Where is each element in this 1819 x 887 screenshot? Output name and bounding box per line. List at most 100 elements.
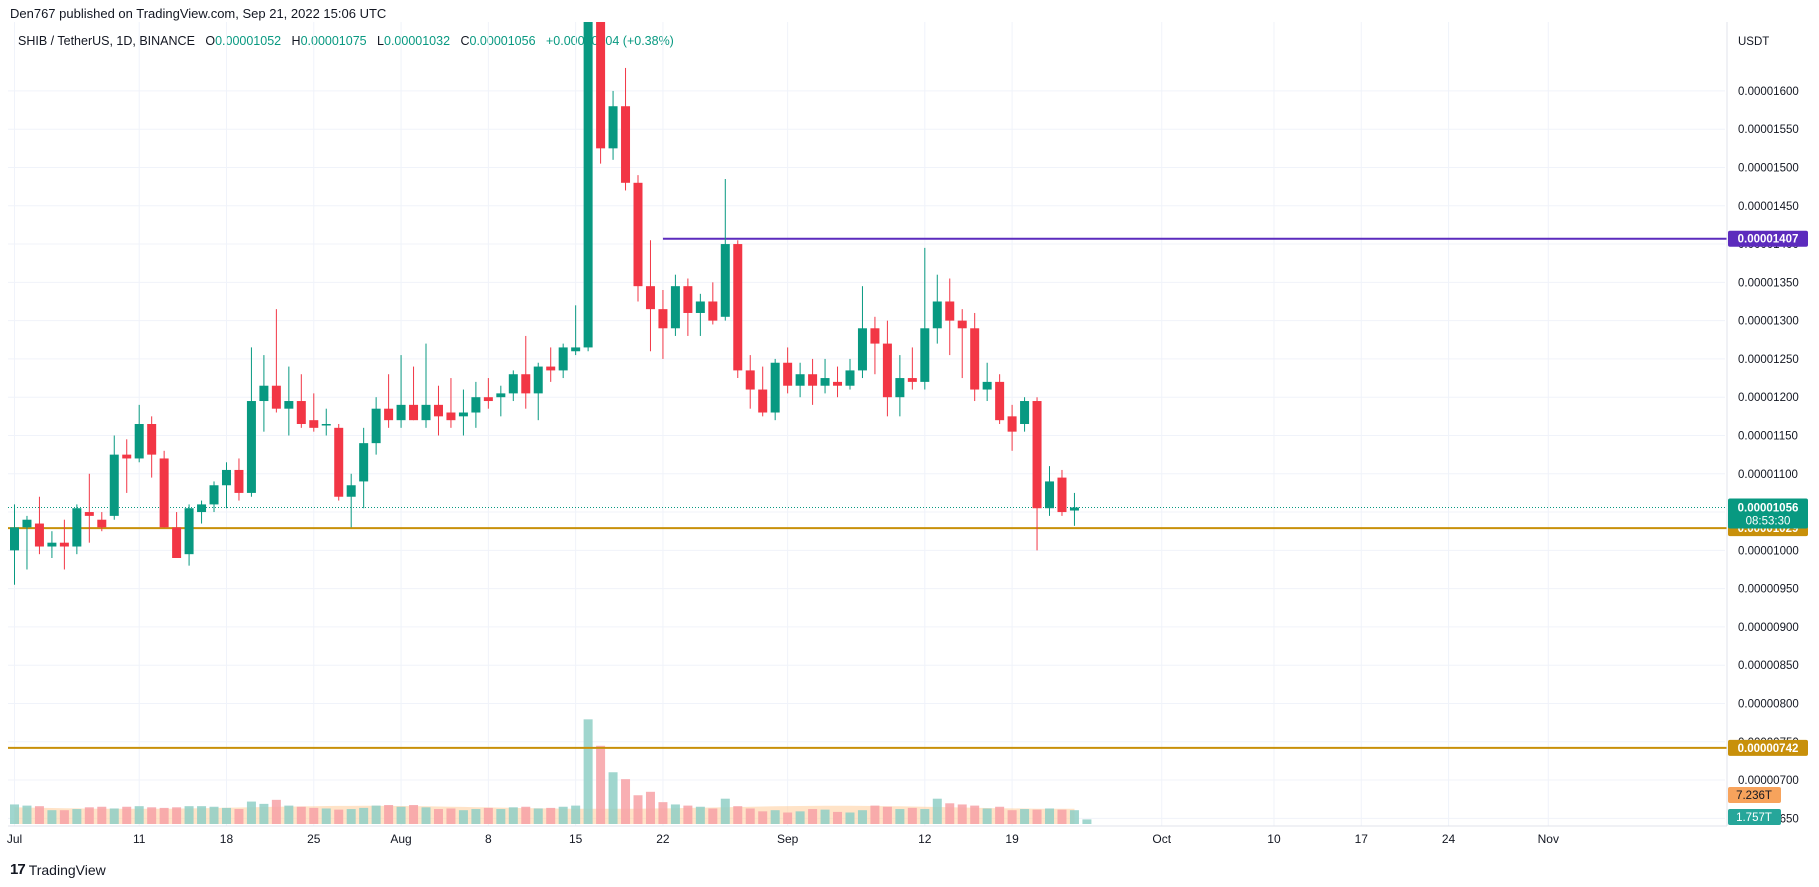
candle-body	[122, 454, 132, 459]
volume-bar	[359, 807, 369, 824]
time-tick-label: 22	[656, 832, 670, 846]
publisher-line: Den767 published on TradingView.com, Sep…	[10, 6, 387, 21]
volume-last-tag	[1728, 809, 1781, 825]
volume-bar	[970, 805, 980, 824]
volume-bar	[808, 809, 818, 824]
volume-bar	[695, 806, 705, 824]
tradingview-logo-icon: 17	[10, 861, 26, 878]
candle-body	[571, 347, 581, 352]
volume-bars	[10, 719, 1092, 824]
candle-body	[957, 320, 967, 329]
volume-bar	[483, 807, 493, 824]
volume-ma-tag	[1728, 787, 1781, 803]
volume-bar	[683, 805, 693, 824]
volume-bar	[720, 798, 730, 824]
candle-body	[695, 301, 705, 313]
price-axis[interactable]: 0.000006500.000007000.000007500.00000800…	[1726, 22, 1799, 826]
price-tick-label: 0.00001350	[1738, 277, 1799, 289]
candle-body	[882, 343, 892, 398]
volume-bar	[783, 812, 793, 824]
price-tick-label: 0.00001300	[1738, 316, 1799, 328]
volume-bar	[621, 779, 631, 824]
hline-price-tag	[1728, 739, 1808, 756]
candle-body	[795, 374, 805, 386]
volume-bar	[34, 806, 44, 824]
candle-body	[271, 385, 281, 409]
candle-body	[982, 381, 992, 390]
candle-body	[371, 408, 381, 444]
candle-body	[633, 182, 643, 287]
candle-body	[546, 366, 556, 371]
time-tick-label: 11	[133, 832, 146, 846]
volume-bar	[882, 806, 892, 824]
volume-bar	[10, 804, 19, 824]
candle-body	[72, 508, 82, 547]
candle-body	[857, 328, 867, 371]
candle-body	[346, 485, 356, 497]
volume-bar	[795, 811, 805, 824]
volume-bar	[982, 808, 992, 824]
volume-bar	[1082, 819, 1092, 824]
high-value: 0.00001075	[300, 34, 367, 48]
volume-bar	[895, 809, 905, 824]
close-label: C	[460, 34, 470, 48]
volume-bar	[571, 805, 581, 824]
time-tick-label: 15	[569, 832, 583, 846]
volume-bar	[945, 803, 955, 824]
price-tick-label: 0.00001250	[1738, 354, 1799, 366]
volume-bar	[259, 803, 269, 824]
time-tick-label: 12	[918, 832, 932, 846]
candle-body	[284, 401, 294, 409]
candle-body	[496, 393, 506, 398]
candle-body	[421, 404, 431, 421]
candle-body	[945, 301, 955, 321]
candle-body	[159, 458, 169, 528]
volume-bar	[84, 807, 94, 824]
candle-body	[147, 424, 157, 455]
volume-bar	[845, 812, 855, 824]
price-tick-label: 0.00000900	[1738, 622, 1799, 634]
countdown-label: 08:53:30	[1746, 515, 1791, 527]
candle-body	[521, 374, 531, 394]
volume-bar	[371, 805, 381, 824]
candle-body	[109, 454, 119, 516]
candle-body	[733, 244, 743, 371]
axis-labels: 0.000014070.000010290.000007420.00001056…	[1728, 230, 1808, 825]
volume-bar	[134, 806, 144, 824]
candle-body	[59, 542, 69, 547]
time-axis[interactable]: Jul 11 18 25 Aug 8 15 22 Sep 12 19 Oct 10 17 24 Nov	[7, 825, 1727, 846]
candle-body	[820, 378, 830, 386]
volume-bar	[995, 806, 1005, 824]
candle-body	[359, 443, 369, 482]
candle-body	[920, 328, 930, 382]
symbol-title[interactable]: SHIB / TetherUS, 1D, BINANCE	[18, 34, 195, 48]
candle-body	[458, 412, 468, 417]
candle-body	[683, 286, 693, 313]
volume-bar	[309, 807, 319, 824]
candle-body	[84, 512, 94, 516]
volume-bar	[870, 805, 880, 824]
price-tick-label: 0.00001450	[1738, 201, 1799, 213]
volume-bar	[234, 809, 244, 824]
candle-body	[409, 404, 419, 421]
volume-bar	[471, 809, 481, 824]
volume-bar	[670, 804, 680, 824]
candle-body	[783, 362, 793, 386]
volume-bar	[907, 807, 917, 824]
horizontal-lines[interactable]	[8, 237, 1727, 749]
candle-body	[745, 370, 755, 390]
volume-bar	[733, 806, 743, 824]
candle-body	[10, 527, 19, 551]
open-value: 0.00001052	[215, 34, 282, 48]
candle-body	[596, 22, 606, 149]
time-tick-label: Nov	[1538, 832, 1559, 846]
candle-body	[708, 301, 718, 321]
hline-price-label: 0.00000742	[1738, 743, 1799, 755]
volume-bar	[496, 809, 506, 824]
candle-body	[309, 420, 319, 428]
volume-bar	[97, 806, 107, 824]
footer: 17 TradingView	[10, 861, 106, 878]
volume-bar	[197, 806, 207, 824]
volume-bar	[708, 808, 718, 824]
